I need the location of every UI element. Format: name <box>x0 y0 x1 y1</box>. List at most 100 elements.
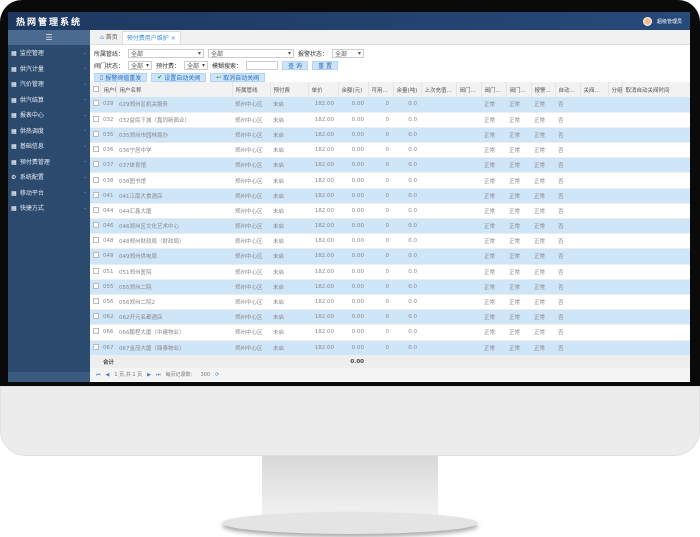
row-checkbox[interactable] <box>90 172 100 189</box>
sidebar-item[interactable]: ▦ 基础信息 ⌄ <box>11 142 87 151</box>
table-row[interactable]: 055 055郑州二院 郑州中心区 未启 182.00 0.00 0 0.0 正常 正常 正常否 <box>90 279 690 295</box>
table-row[interactable]: 044 044汇鑫大厦 郑州中心区 未启 182.00 0.00 0 0.0 正常 正常 正常否 <box>90 203 690 220</box>
table-cell: 未启 <box>270 112 308 128</box>
next-page-button[interactable]: ▶ <box>147 371 151 378</box>
column-header[interactable]: 可用... <box>368 82 394 97</box>
table-cell: 062 <box>100 309 116 326</box>
row-checkbox[interactable] <box>90 340 100 356</box>
column-header[interactable]: 自动... <box>555 82 581 97</box>
refresh-icon[interactable]: ⟳ <box>215 371 220 378</box>
row-checkbox[interactable] <box>90 324 100 341</box>
row-checkbox[interactable] <box>90 188 100 204</box>
table-row[interactable]: 036 036宁居中学 郑州中心区 未启 182.00 0.00 0 0.0 正常 正常 正常否 <box>90 142 690 159</box>
column-header[interactable]: 上次充值... <box>421 82 457 97</box>
row-checkbox[interactable] <box>90 309 100 326</box>
sidebar-item[interactable]: ▦ 汽价管理 ⌄ <box>11 80 87 89</box>
row-checkbox[interactable] <box>90 218 100 235</box>
sidebar-item[interactable]: ⚙ 系统配置 ⌄ <box>11 173 87 182</box>
table-cell <box>622 157 690 174</box>
search-input[interactable] <box>246 60 279 70</box>
table-row[interactable]: 051 051郑州医院 郑州中心区 未启 182.00 0.00 0 0.0 正常 正常 正常否 <box>90 264 690 280</box>
reset-button[interactable]: 重 置 <box>312 60 339 70</box>
select-all-checkbox[interactable] <box>90 82 101 97</box>
pipeline-select[interactable]: 全部 ▾ <box>128 48 205 58</box>
row-checkbox[interactable] <box>90 97 100 113</box>
prev-page-button[interactable]: ◀ <box>105 371 110 378</box>
column-header[interactable]: 阀门... <box>456 82 482 97</box>
table-cell: 044 <box>100 203 116 220</box>
column-header[interactable]: 单价 <box>308 82 339 97</box>
sidebar-item[interactable]: ▦ 移动平台 ⌄ <box>11 189 87 197</box>
row-checkbox[interactable] <box>90 203 100 220</box>
sidebar-item[interactable]: ▦ 报表中心 ⌄ <box>11 111 87 120</box>
table-row[interactable]: 062 062开元名都酒店 郑州中心区 未启 182.00 0.00 0 0.0 正常 正常 正常否 <box>90 309 690 326</box>
table-row[interactable]: 038 038图书馆 郑州中心区 未启 182.00 0.00 0 0.0 正常 正常 正常否 <box>90 172 690 189</box>
table-row[interactable]: 048 048郑州财政局（财政局） 郑州中心区 未启 182.00 0.00 0 0.0 正常正… <box>90 233 690 250</box>
table-cell: 029郑州区机关服务 <box>116 97 232 113</box>
column-header[interactable]: 余额(元) <box>338 82 369 97</box>
pipeline2-select[interactable]: 全部 ▾ <box>208 48 295 58</box>
set-auto-close-button[interactable]: ✔ 设置自动关阀 <box>151 72 207 82</box>
row-checkbox[interactable] <box>90 294 100 311</box>
column-header[interactable]: 用户编号 <box>100 82 117 97</box>
table-cell: 郑州中心区 <box>232 203 270 220</box>
row-checkbox[interactable] <box>90 157 100 174</box>
alarm-reset-button[interactable]: ▯ 报警阀值重发 <box>94 72 148 82</box>
table-cell <box>580 203 608 220</box>
table-row[interactable]: 067 067金茂大厦（鼎泰物业） 郑州中心区 未启 182.00 0.00 0 0.0 正常正… <box>90 340 690 356</box>
table-row[interactable]: 056 056郑州二院2 郑州中心区 未启 182.00 0.00 0 0.0 正常 正常 正常否 <box>90 294 690 311</box>
cancel-auto-close-button[interactable]: ↩ 取消自动关阀 <box>210 72 266 82</box>
sidebar-item[interactable]: ▦ 供热调度 ⌄ <box>11 127 87 135</box>
last-page-button[interactable]: ⏭ <box>155 371 161 378</box>
column-header[interactable]: 取消自动关阀时间 <box>622 82 690 97</box>
column-header[interactable]: 余量(吨) <box>393 82 422 97</box>
row-checkbox[interactable] <box>90 279 100 295</box>
row-checkbox[interactable] <box>90 264 100 280</box>
table-cell <box>622 279 690 295</box>
alarm-select[interactable]: 全部 ▾ <box>332 48 365 58</box>
table-row[interactable]: 049 049郑州供电局 郑州中心区 未启 182.00 0.00 0 0.0 正常 正常 正常否 <box>90 248 690 265</box>
column-header[interactable]: 预付费 <box>270 82 309 97</box>
page-size-input[interactable]: 300 <box>200 371 211 378</box>
column-header[interactable]: 关阀... <box>580 82 609 97</box>
chevron-down-icon: ⌄ <box>82 80 87 87</box>
tab-prepaid-users[interactable]: 预付费用户维护 × <box>121 31 181 44</box>
row-checkbox[interactable] <box>90 142 100 159</box>
sidebar-item[interactable]: ▦ 预付费管理 ⌄ <box>11 158 87 166</box>
user-menu[interactable]: 超级管理员 <box>642 16 682 26</box>
column-header[interactable]: 阀门... <box>481 82 507 97</box>
prepay-select[interactable]: 全部 ▾ <box>184 60 209 70</box>
row-checkbox[interactable] <box>90 233 100 250</box>
sidebar-item[interactable]: ▦ 供汽结算 ⌄ <box>11 96 87 104</box>
sidebar-item[interactable]: ▦ 快捷方式 ⌄ <box>11 204 87 213</box>
row-checkbox[interactable] <box>90 112 100 128</box>
table-cell: 否 <box>555 112 580 128</box>
table-row[interactable]: 032 032益民下城（嘉同新面业） 郑州中心区 未启 182.00 0.00 0 0.0 正常… <box>90 112 690 128</box>
table-cell: 036 <box>100 142 116 159</box>
row-checkbox[interactable] <box>90 248 100 265</box>
table-row[interactable]: 046 046郑州区文化艺术中心 郑州中心区 未启 182.00 0.00 0 0.0 正常 正常… <box>90 218 690 235</box>
table-cell <box>421 112 456 128</box>
close-icon[interactable]: × <box>170 35 176 42</box>
table-cell: 0.0 <box>393 218 421 235</box>
row-checkbox[interactable] <box>90 127 100 144</box>
sidebar-toggle[interactable]: ☰ <box>8 30 90 45</box>
table-row[interactable]: 041 041江南大食酒店 郑州中心区 未启 182.00 0.00 0 0.0 正常 正常 正常否 <box>90 188 690 204</box>
tab-home[interactable]: ⌂ 首页 <box>100 34 118 41</box>
column-header[interactable]: 分组 <box>608 82 623 97</box>
table-row[interactable]: 066 066鹏程大厦（中建物业） 郑州中心区 未启 182.00 0.00 0 0.0 正常正… <box>90 324 690 341</box>
sidebar-item[interactable]: ▦ 供汽计量 ⌄ <box>11 65 87 73</box>
table-row[interactable]: 029 029郑州区机关服务 郑州中心区 未启 182.00 0.00 0 0.0 正常 正常 正常… <box>90 97 690 113</box>
column-header[interactable]: 用户名称 <box>116 82 233 97</box>
query-button[interactable]: 查 询 <box>282 60 309 70</box>
column-header[interactable]: 阀门... <box>506 82 532 97</box>
column-header[interactable]: 所属管线 <box>232 82 271 97</box>
column-header[interactable]: 报警... <box>531 82 556 97</box>
table-row[interactable]: 037 037体育馆 郑州中心区 未启 182.00 0.00 0 0.0 正常 正常 正常否 <box>90 157 690 174</box>
table-row[interactable]: 035 035郑州市园林局办 郑州中心区 未启 182.00 0.00 0 0.0 正常 正常 正常… <box>90 127 690 144</box>
sidebar-item[interactable]: ▦ 监控管理 ⌄ <box>11 49 87 58</box>
table-cell <box>580 157 608 174</box>
table-cell: 正常 <box>506 172 531 189</box>
first-page-button[interactable]: ⏮ <box>96 371 101 378</box>
valve-select[interactable]: 全部 ▾ <box>128 60 153 70</box>
